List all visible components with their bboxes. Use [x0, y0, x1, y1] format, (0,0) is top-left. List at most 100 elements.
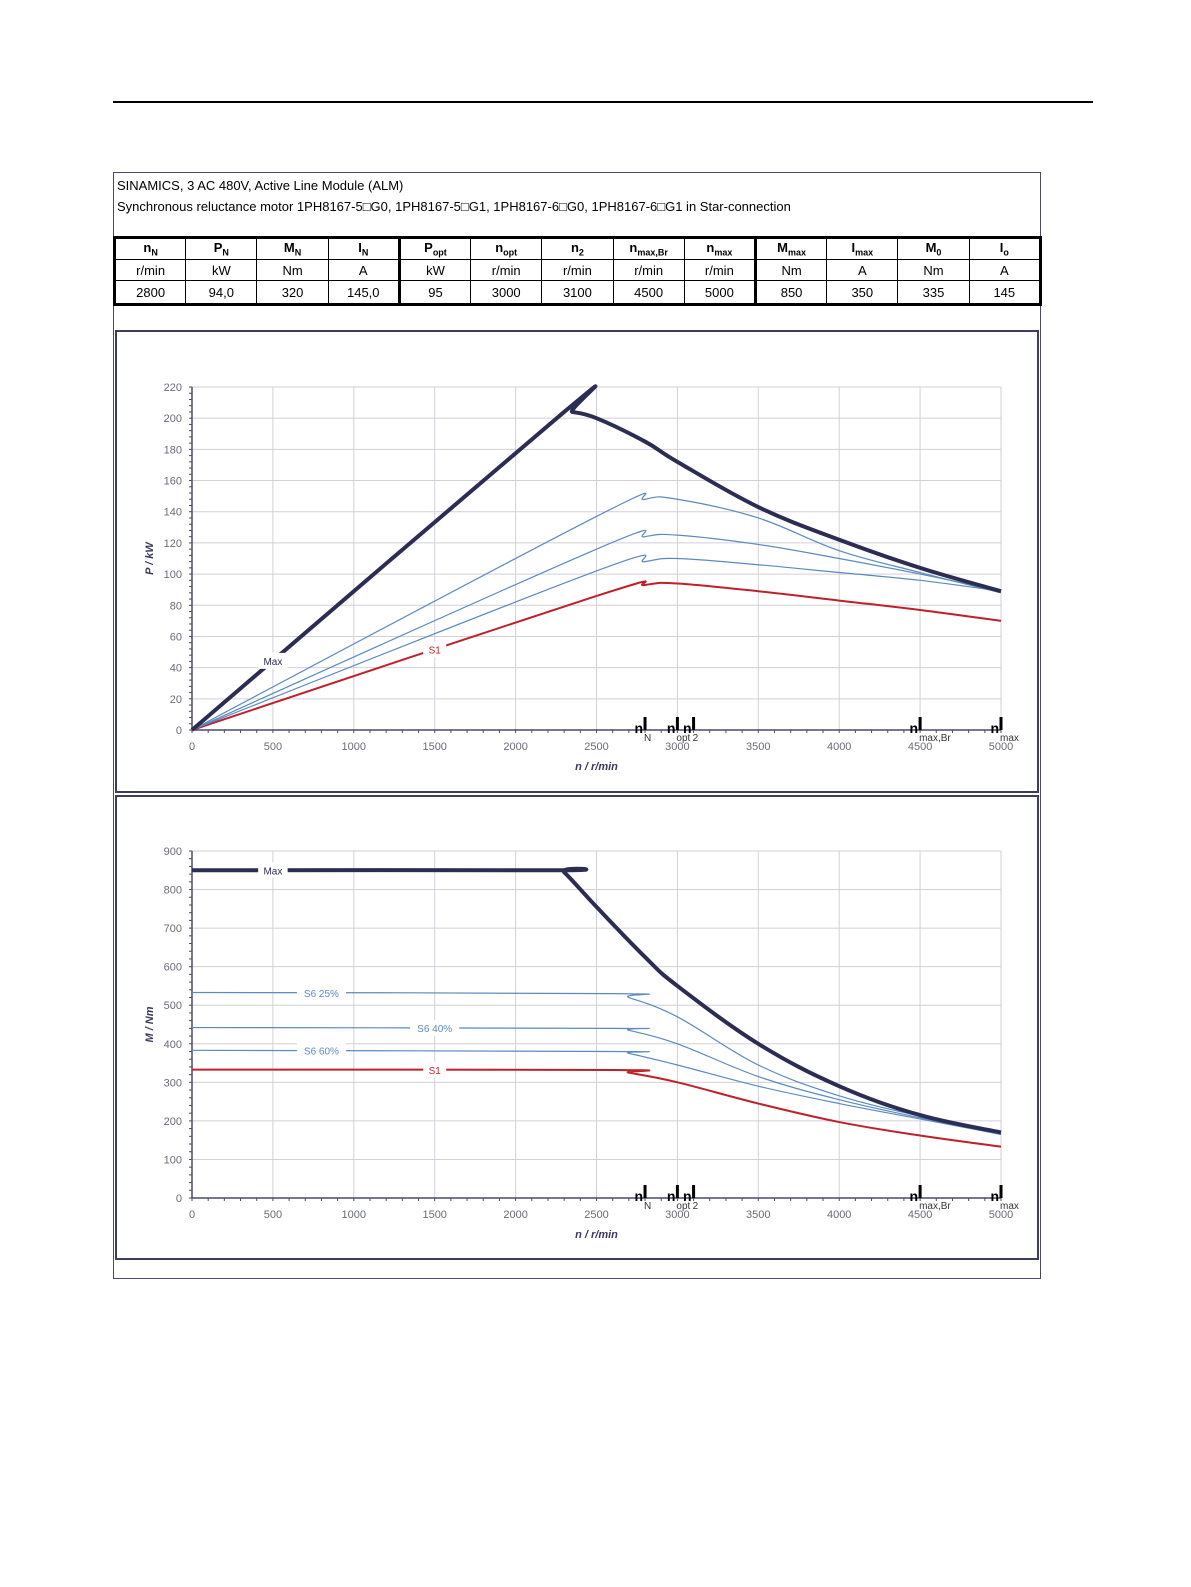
- x-tick-label: 5000: [989, 741, 1013, 753]
- x-axis-title: n / r/min: [575, 761, 618, 773]
- spec-symbol-main: M: [925, 240, 937, 256]
- speed-marker-symbol: n: [910, 720, 919, 736]
- page-top-rule: [113, 101, 1093, 103]
- x-tick-label: 2000: [503, 1209, 527, 1221]
- y-tick-label: 400: [164, 1039, 182, 1051]
- spec-value: 320: [256, 280, 329, 306]
- spec-unit: kW: [397, 259, 472, 281]
- spec-unit: A: [327, 259, 400, 281]
- spec-unit: A: [968, 259, 1043, 281]
- drive-title: SINAMICS, 3 AC 480V, Active Line Module …: [117, 178, 404, 193]
- speed-marker-tick: [643, 1185, 647, 1198]
- spec-symbol: IN: [327, 236, 400, 260]
- x-tick-label: 1500: [422, 1209, 446, 1221]
- speed-marker-subscript: max: [1000, 733, 1019, 744]
- curve-label: S1: [429, 1066, 442, 1077]
- speed-marker-subscript: max,Br: [919, 1201, 951, 1212]
- spec-symbol: PN: [185, 236, 258, 260]
- x-tick-label: 4500: [908, 1209, 932, 1221]
- curve-label: Max: [263, 657, 282, 668]
- speed-marker-symbol: n: [634, 1188, 643, 1204]
- spec-unit: r/min: [541, 259, 614, 281]
- spec-value: 145,0: [327, 280, 400, 306]
- y-tick-label: 80: [170, 600, 182, 612]
- spec-value: 335: [897, 280, 970, 306]
- spec-symbol-sub: N: [151, 247, 158, 258]
- x-tick-label: 500: [264, 741, 282, 753]
- spec-symbol-sub: max: [855, 247, 874, 258]
- spec-symbol-main: M: [283, 240, 295, 256]
- spec-symbol-sub: max,Br: [637, 247, 668, 258]
- curve-label: S1: [429, 646, 442, 657]
- spec-unit: Nm: [897, 259, 970, 281]
- spec-symbol-main: n: [143, 240, 152, 256]
- spec-symbol-main: M: [777, 240, 788, 256]
- speed-marker-subscript: 2: [693, 733, 699, 744]
- x-tick-label: 3500: [746, 741, 770, 753]
- speed-marker-tick: [692, 1185, 696, 1198]
- curve-s6-25-: [191, 492, 1002, 731]
- y-tick-label: 300: [164, 1077, 182, 1089]
- y-tick-label: 100: [164, 1154, 182, 1166]
- spec-header-row: nN PN MN IN Popt nopt n2 nmax,Br nmax Mmax Imax M0 I…: [112, 236, 1043, 260]
- x-axis-title: n / r/min: [575, 1229, 618, 1241]
- spec-symbol-sub: N: [294, 247, 302, 258]
- curve-s6-25-: [191, 991, 1002, 1135]
- spec-symbol-main: I: [999, 240, 1004, 256]
- spec-unit: kW: [185, 259, 258, 281]
- spec-symbol-sub: 0: [936, 247, 942, 258]
- speed-marker-subscript: N: [644, 733, 651, 744]
- y-axis-title: P / kW: [144, 541, 156, 575]
- speed-marker-symbol: n: [667, 720, 676, 736]
- spec-symbol-main: n: [629, 240, 638, 256]
- speed-marker-symbol: n: [910, 1188, 919, 1204]
- speed-marker-subscript: max: [1000, 1201, 1019, 1212]
- speed-marker-tick: [692, 717, 696, 730]
- x-tick-label: 2000: [503, 741, 527, 753]
- speed-marker-symbol: n: [634, 720, 643, 736]
- speed-marker-symbol: n: [990, 1188, 999, 1204]
- y-tick-label: 100: [164, 569, 182, 581]
- spec-unit: r/min: [683, 259, 756, 281]
- y-tick-label: 200: [164, 413, 182, 425]
- curve-s6-60-: [191, 1049, 1002, 1135]
- spec-symbol-sub: opt: [432, 247, 447, 258]
- spec-unit: A: [826, 259, 899, 281]
- spec-value: 4500: [612, 280, 685, 306]
- curve-label: S6 40%: [417, 1024, 452, 1035]
- curve-max: [191, 866, 1002, 1135]
- speed-marker-symbol: n: [683, 1188, 692, 1204]
- x-tick-label: 1000: [342, 1209, 366, 1221]
- curve-s1: [191, 1068, 1002, 1148]
- spec-unit: Nm: [753, 259, 828, 281]
- torque-chart-panel: 0 100 200 300 400 500 600 700 800 900 0 500 1000 1500…: [115, 795, 1039, 1260]
- speed-marker-tick: [918, 1185, 922, 1198]
- spec-unit: r/min: [612, 259, 685, 281]
- y-tick-label: 140: [164, 507, 182, 519]
- spec-value-row: 2800 94,0 320 145,0 95 3000 3100 4500 5000 850 350…: [112, 280, 1043, 306]
- spec-symbol-sub: opt: [503, 247, 518, 258]
- y-axis-title: M / Nm: [144, 1006, 156, 1042]
- minor-ticks: [189, 386, 1002, 733]
- spec-symbol: nopt: [470, 236, 543, 260]
- speed-marker-subscript: opt: [676, 733, 690, 744]
- spec-symbol-main: n: [706, 240, 715, 256]
- spec-symbol-sub: N: [222, 247, 229, 258]
- torque-chart: 0 100 200 300 400 500 600 700 800 900 0 500 1000 1500…: [144, 846, 1019, 1241]
- curve-label-bg: [423, 641, 447, 658]
- x-tick-label: 2500: [584, 1209, 608, 1221]
- y-tick-label: 220: [164, 382, 182, 394]
- spec-value: 350: [826, 280, 899, 306]
- power-chart: 0 20 40 60 80 100 120 140 160 180 200 220 0 500 1000 15…: [144, 382, 1019, 773]
- curve-label-bg: [296, 984, 346, 1001]
- curve-label-bg: [258, 862, 288, 879]
- speed-marker-subscript: opt: [676, 1201, 690, 1212]
- spec-symbol-main: n: [570, 240, 579, 256]
- speed-marker-symbol: n: [667, 1188, 676, 1204]
- x-tick-label: 500: [264, 1209, 282, 1221]
- grid: [192, 850, 1002, 1198]
- spec-symbol: MN: [256, 236, 329, 260]
- spec-symbol: n2: [541, 236, 614, 260]
- y-tick-label: 600: [164, 962, 182, 974]
- spec-unit: r/min: [470, 259, 543, 281]
